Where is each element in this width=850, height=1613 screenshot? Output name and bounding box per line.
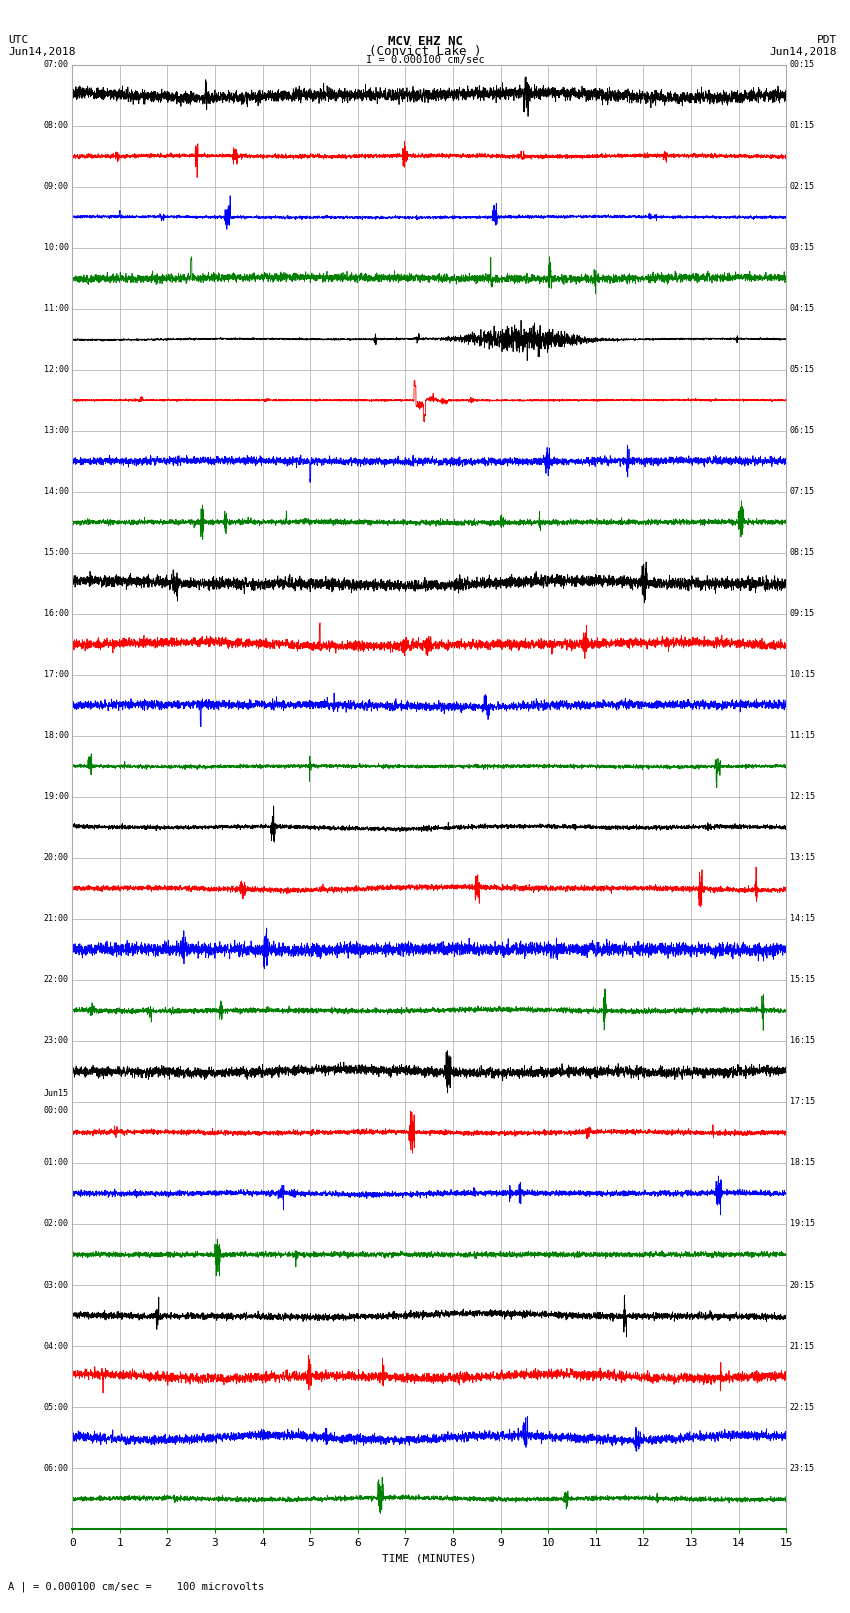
- Text: 19:15: 19:15: [790, 1219, 815, 1229]
- Text: 09:00: 09:00: [43, 182, 69, 190]
- Text: I = 0.000100 cm/sec: I = 0.000100 cm/sec: [366, 55, 484, 65]
- Text: 22:15: 22:15: [790, 1403, 815, 1411]
- Text: A | = 0.000100 cm/sec =    100 microvolts: A | = 0.000100 cm/sec = 100 microvolts: [8, 1581, 264, 1592]
- Text: 13:15: 13:15: [790, 853, 815, 863]
- Text: 06:15: 06:15: [790, 426, 815, 436]
- Text: 13:00: 13:00: [43, 426, 69, 436]
- Text: 15:00: 15:00: [43, 548, 69, 556]
- Text: Jun14,2018: Jun14,2018: [770, 47, 837, 56]
- Text: 16:00: 16:00: [43, 610, 69, 618]
- Text: 15:15: 15:15: [790, 976, 815, 984]
- X-axis label: TIME (MINUTES): TIME (MINUTES): [382, 1553, 477, 1563]
- Text: 12:15: 12:15: [790, 792, 815, 802]
- Text: 17:00: 17:00: [43, 671, 69, 679]
- Text: 10:00: 10:00: [43, 244, 69, 252]
- Text: 00:00: 00:00: [43, 1107, 69, 1115]
- Text: 22:00: 22:00: [43, 976, 69, 984]
- Text: Jun14,2018: Jun14,2018: [8, 47, 76, 56]
- Text: 14:15: 14:15: [790, 915, 815, 923]
- Text: 19:00: 19:00: [43, 792, 69, 802]
- Text: 08:15: 08:15: [790, 548, 815, 556]
- Text: 17:15: 17:15: [790, 1097, 815, 1107]
- Text: 05:00: 05:00: [43, 1403, 69, 1411]
- Text: 11:00: 11:00: [43, 305, 69, 313]
- Text: 18:15: 18:15: [790, 1158, 815, 1168]
- Text: MCV EHZ NC: MCV EHZ NC: [388, 35, 462, 48]
- Text: 03:15: 03:15: [790, 244, 815, 252]
- Text: 02:00: 02:00: [43, 1219, 69, 1229]
- Text: (Convict Lake ): (Convict Lake ): [369, 45, 481, 58]
- Text: 01:15: 01:15: [790, 121, 815, 131]
- Text: 16:15: 16:15: [790, 1037, 815, 1045]
- Text: 06:00: 06:00: [43, 1463, 69, 1473]
- Text: 12:00: 12:00: [43, 365, 69, 374]
- Text: Jun15: Jun15: [43, 1089, 69, 1097]
- Text: 01:00: 01:00: [43, 1158, 69, 1168]
- Text: 10:15: 10:15: [790, 671, 815, 679]
- Text: 11:15: 11:15: [790, 731, 815, 740]
- Text: UTC: UTC: [8, 35, 29, 45]
- Text: 05:15: 05:15: [790, 365, 815, 374]
- Text: 21:15: 21:15: [790, 1342, 815, 1350]
- Text: 07:15: 07:15: [790, 487, 815, 497]
- Text: 20:15: 20:15: [790, 1281, 815, 1289]
- Text: 08:00: 08:00: [43, 121, 69, 131]
- Text: 04:00: 04:00: [43, 1342, 69, 1350]
- Text: 02:15: 02:15: [790, 182, 815, 190]
- Text: 21:00: 21:00: [43, 915, 69, 923]
- Text: 00:15: 00:15: [790, 60, 815, 69]
- Text: 20:00: 20:00: [43, 853, 69, 863]
- Text: 18:00: 18:00: [43, 731, 69, 740]
- Text: 23:15: 23:15: [790, 1463, 815, 1473]
- Text: PDT: PDT: [817, 35, 837, 45]
- Text: 23:00: 23:00: [43, 1037, 69, 1045]
- Text: 04:15: 04:15: [790, 305, 815, 313]
- Text: 03:00: 03:00: [43, 1281, 69, 1289]
- Text: 07:00: 07:00: [43, 60, 69, 69]
- Text: 09:15: 09:15: [790, 610, 815, 618]
- Text: 14:00: 14:00: [43, 487, 69, 497]
